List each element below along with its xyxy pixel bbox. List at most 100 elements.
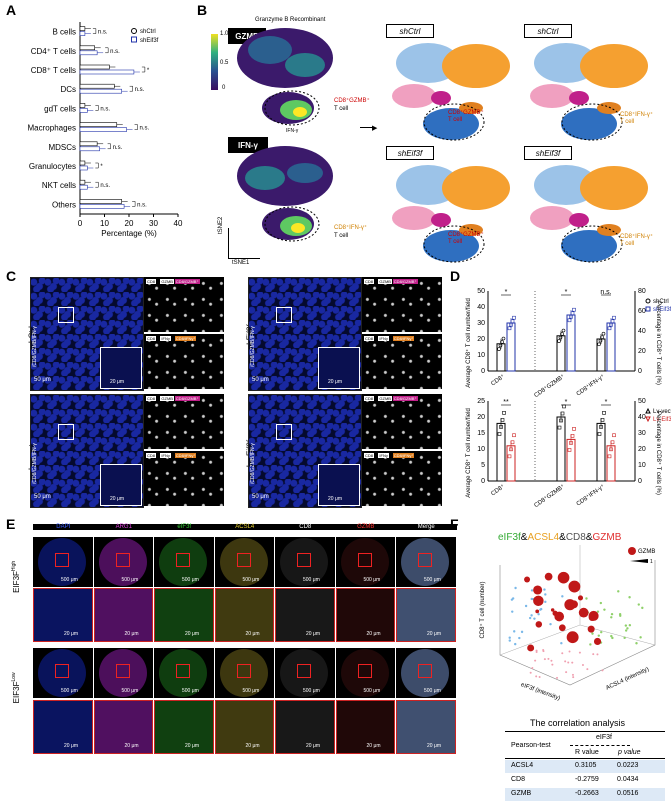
f-point-green <box>591 632 594 635</box>
e-tissue-core <box>401 649 449 697</box>
arrow-line <box>360 127 374 128</box>
e-zoom-box <box>176 664 190 678</box>
a-xtick-label: 40 <box>174 219 183 228</box>
e-tissue-overview: 500 μm <box>214 648 274 698</box>
d-bar <box>596 422 606 482</box>
d-sig-label: * <box>565 399 568 406</box>
e-zoom-box <box>236 553 251 567</box>
tsne-axis-x <box>228 258 260 259</box>
e-scale-big: 500 μm <box>121 577 139 583</box>
d-point <box>607 454 612 459</box>
d-point <box>501 336 506 341</box>
colorbar <box>211 34 218 90</box>
f-point-blue <box>528 616 532 620</box>
f-point-pink <box>534 659 537 662</box>
ifng-label: IFN-γ <box>228 137 268 153</box>
d-point <box>600 418 605 422</box>
panel-d-charts: 01020304050020406080*CD8⁺*CD8⁺GZMB⁺n.s.C… <box>465 288 671 509</box>
e-row-label: EIF3FHigh <box>11 547 21 607</box>
e-zoom-box <box>115 553 130 567</box>
d-point <box>570 311 575 316</box>
d-ytick-left: 40 <box>477 304 485 311</box>
e-scale-big: 500 μm <box>242 577 260 583</box>
f-point-gzmb <box>587 625 595 633</box>
tsne-group-title: shCtrl <box>386 24 434 38</box>
corr-top-rule <box>505 731 665 732</box>
c-scale-big: 50 μm <box>34 494 51 500</box>
a-sig-bracket <box>105 47 109 54</box>
c-zoom-box <box>58 424 74 440</box>
f-point-pink <box>586 668 589 671</box>
a-category-label: B cells <box>52 28 76 37</box>
f-point-gzmb <box>544 572 553 581</box>
tsne-group-title: shEif3f <box>524 146 572 160</box>
e-tissue-core <box>280 538 328 586</box>
f-point-green <box>628 596 631 599</box>
cluster-orange <box>580 166 648 210</box>
c-dots <box>144 334 224 389</box>
d-point <box>561 328 566 333</box>
e-row-label-sup: Low <box>11 672 18 682</box>
d-ytick-right: 0 <box>638 478 642 485</box>
f-point-green <box>623 636 626 640</box>
e-scale-big: 500 μm <box>363 577 381 583</box>
d-point <box>557 339 561 343</box>
e-channel-title: ARG1 <box>93 524 154 530</box>
tsne-cluster-annotation-cell: T cell <box>448 239 463 245</box>
d-point <box>557 425 562 430</box>
f-point-gzmb <box>593 637 602 646</box>
e-channel-title: GZMB <box>335 524 396 530</box>
d-point <box>497 432 502 436</box>
d-point <box>560 332 564 336</box>
c-zoom-box <box>58 307 74 323</box>
a-category-label: gdT cells <box>44 104 76 113</box>
d-ytick-right: 20 <box>638 446 646 453</box>
a-category-label: MDSCs <box>48 143 76 152</box>
d-category-label: CD8⁺GZMB⁺ <box>533 483 566 509</box>
e-row-label-main: EIF3F <box>11 571 21 593</box>
a-bar-shctrl <box>79 103 86 108</box>
corr-row-r: -0.2663 <box>575 790 599 797</box>
d-point <box>570 434 575 438</box>
f-point-gzmb <box>533 585 543 595</box>
c-black-panel-gzmb <box>362 277 442 332</box>
a-xtick-label: 10 <box>100 219 109 228</box>
t-cell-label-2: T cell <box>334 233 349 239</box>
f-point-blue <box>513 630 516 633</box>
cluster-orange <box>442 166 510 210</box>
f-point-gzmb <box>578 607 589 618</box>
f-point-pink <box>529 671 532 674</box>
a-sig-bracket <box>134 124 138 130</box>
d-point <box>507 454 512 459</box>
f-point-green <box>641 606 644 610</box>
e-scale-small: 20 μm <box>185 631 199 637</box>
a-category-label: NKT cells <box>42 181 76 190</box>
e-row-label: EIF3FLow <box>11 658 21 718</box>
d-legend-marker-1 <box>645 298 651 304</box>
cd8-ifn-label: CD8⁺IFN-γ⁺ <box>334 225 367 231</box>
e-scale-big: 500 μm <box>121 688 139 694</box>
e-tissue-overview: 500 μm <box>33 648 93 698</box>
e-channel-title: ACSL4 <box>214 524 275 530</box>
e-tissue-overview: 500 μm <box>335 648 395 698</box>
a-bar-shctrl <box>79 122 118 127</box>
f-point-pink <box>551 663 554 666</box>
e-zoom-box <box>357 664 372 678</box>
a-category-label: CD8⁺ T cells <box>31 66 76 75</box>
f-point-blue <box>524 604 528 608</box>
c-chip: CD8/IFNγ⁺ <box>392 453 415 458</box>
e-zoom-box <box>115 664 130 678</box>
title-amp-2: & <box>559 532 566 543</box>
e-zoom-box <box>297 553 311 567</box>
a-legend-label-1: shCtrl <box>140 29 156 35</box>
c-black-panel-ifn <box>144 334 224 389</box>
f-point-pink <box>556 676 559 679</box>
c-dots <box>144 277 224 332</box>
a-sig-bracket <box>129 85 133 92</box>
c-chip: CD8 <box>364 336 375 341</box>
c-chip: CD8/GZMB⁺ <box>174 396 200 401</box>
d-bar <box>566 314 576 372</box>
e-channel-title: DAPI <box>33 524 94 530</box>
tsne-cluster-plot <box>392 43 510 141</box>
f-legend-size-wedge <box>630 559 648 563</box>
